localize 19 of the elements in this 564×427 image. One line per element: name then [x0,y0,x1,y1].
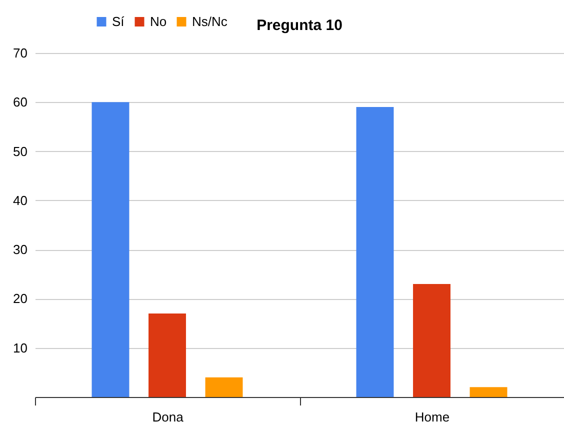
legend-label: No [150,14,167,29]
y-tick-label: 70 [13,46,28,60]
x-tick-label: Home [414,410,450,424]
bar [470,387,508,397]
y-tick-label: 10 [13,340,28,356]
y-tick-label: 20 [13,291,28,306]
x-tick-label: Dona [152,410,184,424]
y-tick-label: 50 [13,144,28,159]
legend-label: Sí [112,14,125,29]
y-tick-label: 40 [13,192,28,208]
legend-label: Ns/Nc [192,14,228,29]
bar [413,284,450,397]
chart-title: Pregunta 10 [256,17,342,34]
y-tick-label: 30 [13,242,28,258]
bar [148,313,186,397]
y-tick-label: 60 [13,94,28,110]
bar [92,102,130,397]
bar [356,107,394,397]
bar [205,377,243,397]
